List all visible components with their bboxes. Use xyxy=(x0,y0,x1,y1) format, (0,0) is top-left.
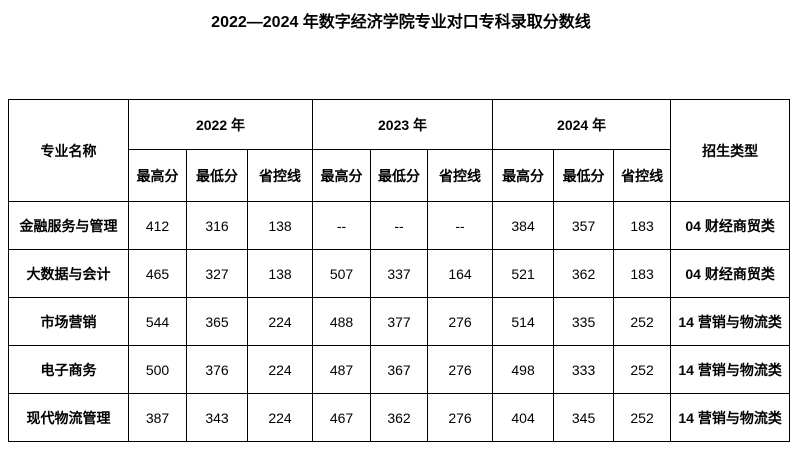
cell-score: 498 xyxy=(492,345,555,394)
header-year-2022: 2022 年 xyxy=(127,99,314,150)
cell-score: 224 xyxy=(246,345,314,394)
cell-score: 327 xyxy=(186,249,248,298)
cell-score: 500 xyxy=(128,345,187,394)
header-type: 招生类型 xyxy=(670,99,791,202)
cell-type: 04 财经商贸类 xyxy=(670,201,791,250)
cell-major: 现代物流管理 xyxy=(8,393,129,442)
cell-score: 335 xyxy=(553,297,615,346)
cell-score: 544 xyxy=(128,297,187,346)
cell-score: 343 xyxy=(186,393,248,442)
cell-score: 276 xyxy=(427,345,494,394)
header-year-2024: 2024 年 xyxy=(492,99,672,150)
cell-score: 488 xyxy=(312,297,372,346)
cell-score: 514 xyxy=(492,297,555,346)
cell-score: 252 xyxy=(613,345,672,394)
subheader-2022-min: 最低分 xyxy=(186,149,248,202)
cell-major: 大数据与会计 xyxy=(8,249,129,298)
scores-table: 专业名称 2022 年 2023 年 2024 年 招生类型 最高分 最低分 省… xyxy=(8,99,791,442)
header-row-years: 专业名称 2022 年 2023 年 2024 年 招生类型 xyxy=(8,99,791,202)
cell-score: 276 xyxy=(427,393,494,442)
cell-type: 14 营销与物流类 xyxy=(670,297,791,346)
header-row-subs: 最高分 最低分 省控线 最高分 最低分 省控线 最高分 最低分 省控线 xyxy=(9,149,790,202)
cell-score: -- xyxy=(370,201,429,250)
cell-score: 362 xyxy=(370,393,429,442)
subheader-2024-max: 最高分 xyxy=(492,149,555,202)
cell-score: 183 xyxy=(613,201,672,250)
subheader-2022-max: 最高分 xyxy=(128,149,187,202)
subheader-2024-min: 最低分 xyxy=(553,149,615,202)
header-major: 专业名称 xyxy=(8,99,129,202)
cell-score: 412 xyxy=(128,201,187,250)
cell-major: 市场营销 xyxy=(8,297,129,346)
cell-score: 507 xyxy=(312,249,372,298)
table-row: 现代物流管理 387 343 224 467 362 276 404 345 2… xyxy=(8,393,791,442)
cell-score: 138 xyxy=(246,201,314,250)
subheader-2022-control: 省控线 xyxy=(246,149,314,202)
cell-score: 467 xyxy=(312,393,372,442)
cell-score: 465 xyxy=(128,249,187,298)
cell-score: 376 xyxy=(186,345,248,394)
cell-score: 384 xyxy=(492,201,555,250)
subheader-2023-max: 最高分 xyxy=(312,149,372,202)
cell-score: 357 xyxy=(553,201,615,250)
cell-score: 377 xyxy=(370,297,429,346)
page-title: 2022—2024 年数字经济学院专业对口专科录取分数线 xyxy=(211,14,591,31)
cell-score: 387 xyxy=(128,393,187,442)
cell-score: 362 xyxy=(553,249,615,298)
cell-score: 138 xyxy=(246,249,314,298)
table-row: 金融服务与管理 412 316 138 -- -- -- 384 357 183… xyxy=(8,201,791,250)
cell-score: 224 xyxy=(246,297,314,346)
cell-score: 276 xyxy=(427,297,494,346)
cell-score: 316 xyxy=(186,201,248,250)
subheader-2023-min: 最低分 xyxy=(370,149,429,202)
table-row: 电子商务 500 376 224 487 367 276 498 333 252… xyxy=(8,345,791,394)
header-year-2023: 2023 年 xyxy=(312,99,494,150)
table-row: 大数据与会计 465 327 138 507 337 164 521 362 1… xyxy=(8,249,791,298)
cell-score: 365 xyxy=(186,297,248,346)
cell-score: 337 xyxy=(370,249,429,298)
cell-score: 333 xyxy=(553,345,615,394)
cell-score: -- xyxy=(427,201,494,250)
cell-score: 367 xyxy=(370,345,429,394)
cell-score: 404 xyxy=(492,393,555,442)
table-row: 市场营销 544 365 224 488 377 276 514 335 252… xyxy=(8,297,791,346)
cell-major: 电子商务 xyxy=(8,345,129,394)
cell-type: 14 营销与物流类 xyxy=(670,393,791,442)
cell-score: 487 xyxy=(312,345,372,394)
subheader-2023-control: 省控线 xyxy=(427,149,494,202)
cell-type: 04 财经商贸类 xyxy=(670,249,791,298)
cell-score: 164 xyxy=(427,249,494,298)
cell-score: 252 xyxy=(613,393,672,442)
cell-type: 14 营销与物流类 xyxy=(670,345,791,394)
cell-major: 金融服务与管理 xyxy=(8,201,129,250)
subheader-2024-control: 省控线 xyxy=(613,149,672,202)
cell-score: 252 xyxy=(613,297,672,346)
cell-score: 183 xyxy=(613,249,672,298)
cell-score: 345 xyxy=(553,393,615,442)
cell-score: 224 xyxy=(246,393,314,442)
cell-score: 521 xyxy=(492,249,555,298)
cell-score: -- xyxy=(312,201,372,250)
